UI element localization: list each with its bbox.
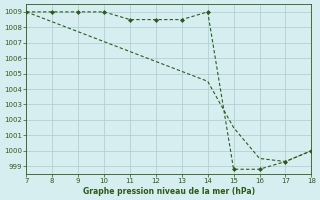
X-axis label: Graphe pression niveau de la mer (hPa): Graphe pression niveau de la mer (hPa) [83,187,255,196]
